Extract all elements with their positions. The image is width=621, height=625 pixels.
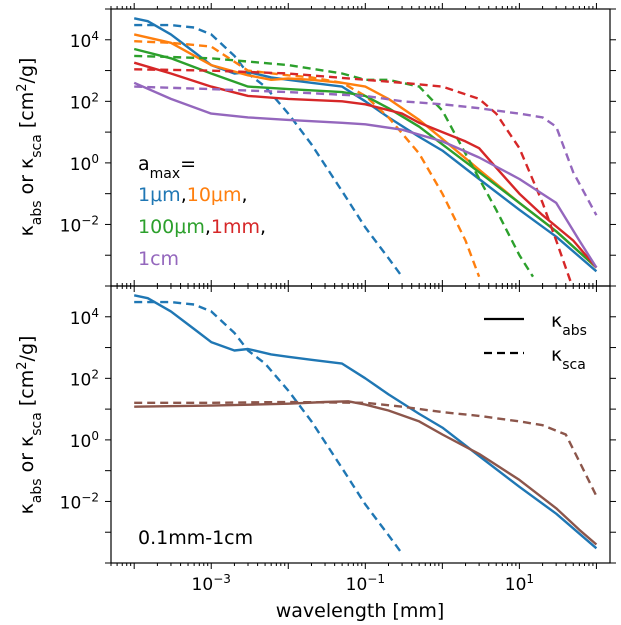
top-ytick-label-1: 102 [70,90,99,113]
top-series-group [133,17,598,286]
size-list-line3: 1cm [138,248,179,270]
top-series-abs-4 [133,47,598,269]
size-label-100um: 100μm [138,216,205,238]
legend-sca-label: κsca [551,344,586,373]
bottom-series-sca-1 [134,300,404,555]
xtick-label-1: 10−1 [346,572,385,595]
top-ytick-label-3: 10−2 [60,213,99,236]
top-series-sca-5 [134,54,535,278]
size-list-line1: 1μm,10μm, [138,184,248,206]
bottom-ticks: 104 102 100 10−2 10−3 10−1 101 [60,280,616,595]
size-label-1mm: 1mm [211,216,260,238]
top-panel: 104 102 100 10−2 amax= 1μm,10μm, 100μm,1mm,… [15,3,616,292]
bottom-ytick-label-0: 104 [70,306,99,329]
bottom-series-group [133,294,598,555]
top-series-abs-8 [133,81,598,269]
bottom-series-abs-0 [133,294,598,550]
size-label-1cm: 1cm [138,248,179,270]
bottom-ytick-label-2: 100 [70,429,99,452]
xtick-label-2: 101 [505,572,534,595]
size-label-1um: 1μm [138,184,181,206]
x-axis-label: wavelength [mm] [276,600,445,622]
bottom-ylabel: κabs or κsca [cm2/g] [15,336,46,515]
bottom-ytick-label-3: 10−2 [60,490,99,513]
top-ylabel: κabs or κsca [cm2/g] [15,58,46,237]
top-series-abs-0 [133,17,598,273]
bottom-ytick-label-1: 102 [70,367,99,390]
bottom-panel: 104 102 100 10−2 10−3 10−1 101 κabs κsca 0.1mm… [15,280,616,595]
top-series-sca-1 [134,23,404,278]
top-series-sca-7 [134,68,574,286]
size-list-line2: 100μm,1mm, [138,216,266,238]
top-series-abs-6 [133,61,598,269]
top-ytick-label-0: 104 [70,29,99,52]
bottom-series-sca-3 [134,400,598,497]
top-ticks: 104 102 100 10−2 [60,3,616,292]
bottom-series-abs-2 [134,400,598,546]
distribution-label: 0.1mm-1cm [138,527,253,549]
top-ytick-label-2: 100 [70,152,99,175]
legend: κabs κsca [484,310,587,373]
xtick-label-0: 10−3 [192,572,231,595]
legend-abs-label: κabs [551,310,587,339]
top-series-sca-9 [134,85,598,216]
top-series-sca-3 [134,40,481,278]
size-label-10um: 10μm [187,184,242,206]
bottom-axes-frame [110,285,611,564]
amax-label: amax= [138,153,196,182]
